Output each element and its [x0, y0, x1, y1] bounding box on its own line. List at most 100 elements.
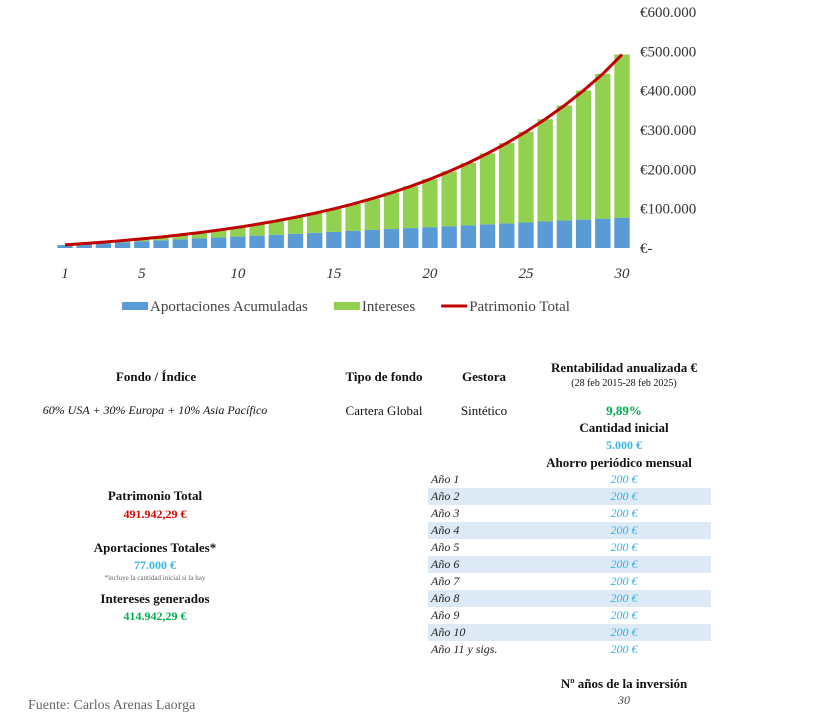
bar: [460, 162, 477, 226]
initial-label: Cantidad inicial: [579, 420, 669, 435]
y-tick-label: €100.000: [640, 202, 696, 218]
bar: [575, 219, 592, 248]
row-value: 200 €: [610, 574, 638, 588]
row-bg: [428, 488, 711, 505]
bar: [326, 208, 342, 232]
legend-swatch: [333, 302, 360, 310]
bar: [460, 225, 477, 248]
source: Fuente: Carlos Arenas Laorga: [28, 698, 196, 713]
chart: €- €100.000 €200.000 €300.000 €400.000 €500.0…: [57, 5, 696, 315]
row-bg: [428, 590, 711, 607]
bar: [249, 235, 265, 248]
bar: [268, 234, 284, 248]
row-value: 200 €: [610, 489, 638, 503]
y-tick-label: €600.000: [640, 5, 696, 21]
bar: [326, 231, 342, 248]
bar: [345, 230, 361, 248]
legend-label: Intereses: [362, 299, 415, 315]
bar: [153, 236, 169, 241]
bar: [153, 240, 169, 248]
row-value: 200 €: [610, 642, 638, 656]
row-value: 200 €: [610, 591, 638, 605]
y-tick-label: €-: [640, 241, 653, 257]
x-tick-label: 15: [326, 266, 342, 282]
bar: [518, 222, 534, 248]
row-value: 200 €: [610, 540, 638, 554]
x-tick-label: 5: [138, 266, 146, 282]
x-tick-label: 25: [518, 266, 534, 282]
row-label: Año 8: [431, 591, 460, 605]
bar: [307, 232, 323, 248]
row-label: Año 1: [431, 472, 460, 486]
row-value: 200 €: [610, 523, 638, 537]
bar: [518, 131, 534, 223]
summary-label: Aportaciones Totales*: [93, 540, 217, 555]
monthly-label: Ahorro periódico mensual: [546, 455, 692, 470]
row-value: 200 €: [610, 608, 638, 622]
bar: [307, 213, 323, 233]
return: 9,89%: [606, 403, 642, 418]
summary-value: 414.942,29 €: [123, 609, 187, 623]
bar: [595, 218, 611, 248]
row-label: Año 3: [431, 506, 460, 520]
summary-label: Intereses generados: [100, 591, 210, 606]
bar: [403, 186, 419, 229]
bar: [172, 234, 188, 240]
bar: [230, 236, 246, 248]
manager: Sintético: [460, 403, 508, 418]
x-tick-label: 10: [230, 266, 246, 282]
header: Tipo de fondo: [345, 369, 423, 384]
bar: [499, 143, 515, 224]
bar: [249, 224, 265, 236]
bar: [499, 223, 515, 248]
summary-label: Patrimonio Total: [107, 488, 203, 503]
row-value: 200 €: [610, 625, 638, 639]
bar: [556, 105, 573, 221]
y-tick-label: €500.000: [640, 44, 696, 60]
initial-value: 5.000 €: [606, 438, 642, 452]
row-label: Año 9: [431, 608, 460, 622]
summary-value: 77.000 €: [134, 558, 176, 572]
bar: [57, 245, 73, 248]
bar: [441, 171, 457, 227]
bar: [537, 119, 553, 222]
bar: [230, 227, 246, 237]
years-label: Nº años de la inversión: [560, 676, 688, 691]
bar: [595, 73, 611, 219]
row-value: 200 €: [610, 472, 638, 486]
bar: [287, 217, 304, 234]
y-tick-label: €400.000: [640, 84, 696, 100]
period: (28 feb 2015-28 feb 2025): [571, 378, 677, 389]
bar: [191, 238, 208, 248]
legend-swatch: [122, 302, 148, 310]
bar: [537, 221, 553, 248]
years-value: 30: [618, 693, 630, 707]
bar: [479, 153, 496, 225]
bar: [575, 90, 592, 220]
row-value: 200 €: [610, 557, 638, 571]
legend-label: Patrimonio Total: [469, 299, 570, 315]
row-label: Año 7: [431, 574, 460, 588]
line: [64, 53, 624, 247]
legend-label: Aportaciones Acumuladas: [150, 299, 308, 315]
y-tick-label: €300.000: [640, 123, 696, 139]
bar: [114, 242, 131, 248]
bar: [422, 179, 438, 228]
bar: [422, 227, 438, 248]
fund-name: 60% USA + 30% Europa + 10% Asia Pacífico: [42, 403, 268, 417]
row-label: Año 11 y sigs.: [431, 642, 498, 656]
bar: [268, 220, 284, 235]
row-label: Año 4: [431, 523, 460, 537]
row-bg: [428, 556, 711, 573]
header: Gestora: [461, 369, 507, 384]
bar: [364, 229, 380, 248]
row-label: Año 2: [431, 489, 460, 503]
fund-type: Cartera Global: [345, 403, 423, 418]
row-label: Año 5: [431, 540, 460, 554]
bar: [95, 243, 112, 248]
bar: [364, 198, 380, 230]
bar: [383, 229, 400, 248]
row-bg: [428, 624, 711, 641]
bar: [441, 226, 457, 248]
